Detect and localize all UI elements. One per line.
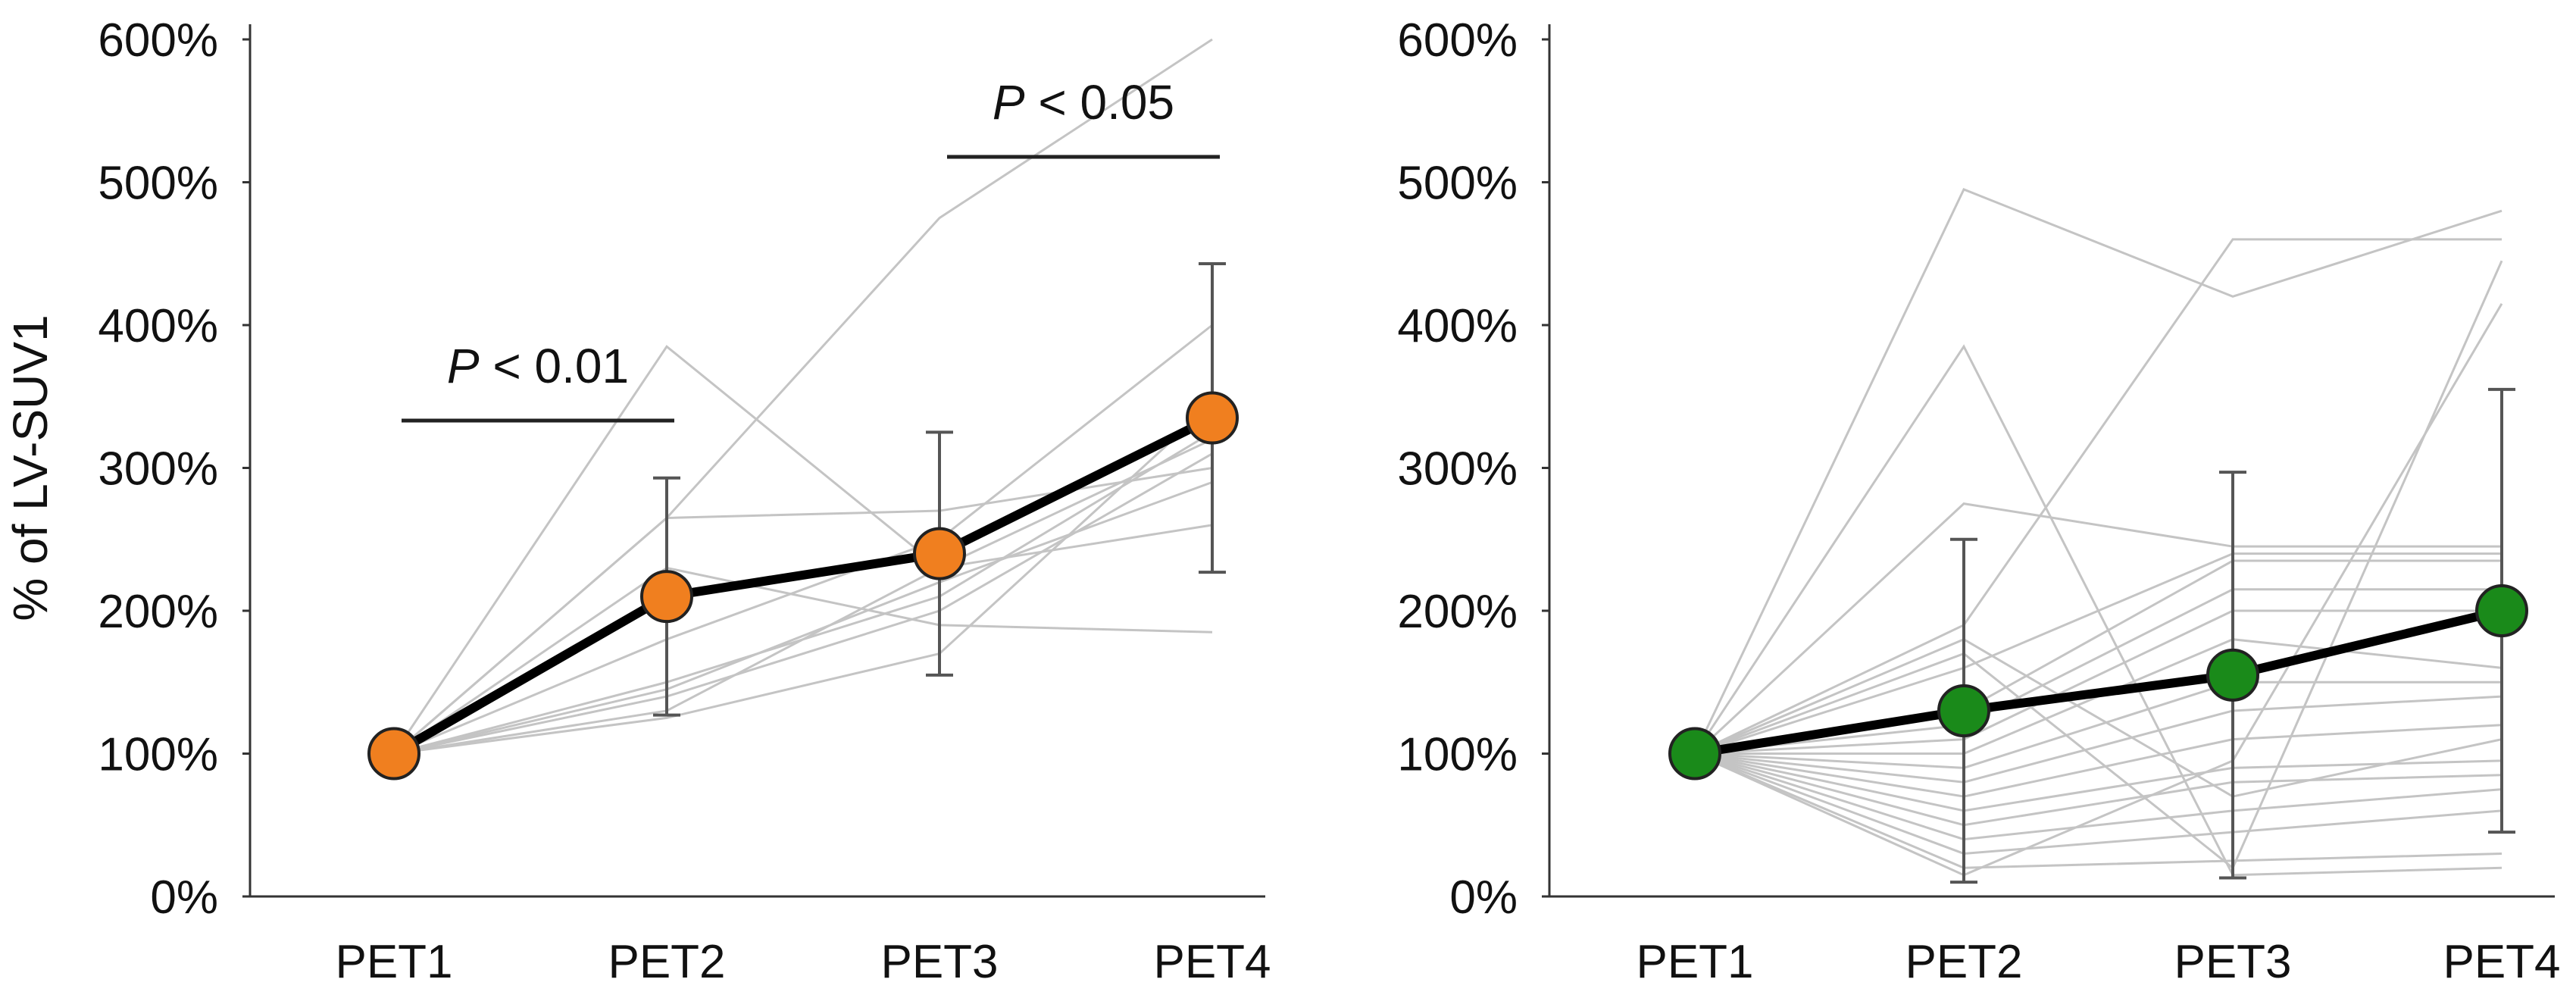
individual-line [1693,502,2502,755]
mean-point [2206,648,2259,702]
individual-line [1694,695,2503,784]
y-tick-label: 200% [1397,586,1518,638]
y-tick-label: 0% [1449,871,1518,924]
mean-line [1694,606,2503,759]
individual-line [1694,302,2503,877]
p-threshold: < 0.01 [480,339,630,393]
individual-line [1694,752,2503,855]
mean-point [1668,727,1721,781]
x-tick-label: PET4 [2443,936,2560,988]
y-tick-label: 400% [98,300,218,352]
individual-line [1694,609,2502,755]
y-tick-label: 0% [150,871,218,924]
x-tick-label: PET2 [1905,936,2022,988]
individual-line [1694,588,2502,755]
y-tick-label: 500% [98,158,218,210]
y-tick-label: 600% [98,14,218,67]
individual-line [393,467,1213,755]
individual-line [1694,752,2503,869]
x-tick-label: PET2 [608,936,725,988]
chart-panel-1: 0% 100% 200% 300% 400% 500% 600% PET1 PET2 PET3 PE… [3,14,1271,988]
x-tick-label: PET4 [1153,936,1271,988]
p-threshold: < 0.05 [1025,75,1175,130]
individual-line [1693,188,2503,755]
individual-line [393,324,1213,755]
individual-line [393,438,1213,755]
y-axis-label: % of LV-SUV1 [3,314,58,621]
individual-line [1694,724,2503,798]
mean-point [2475,584,2528,637]
p-symbol: P [447,339,480,393]
x-tick-label: PET1 [335,936,452,988]
p-value-label: P < 0.01 [447,339,629,393]
individual-line [1694,752,2503,827]
y-tick-label: 300% [1397,443,1518,496]
mean-point [913,527,966,580]
y-tick-label: 200% [98,586,218,638]
individual-line [393,402,1214,755]
y-tick-label: 600% [1397,14,1518,67]
individual-line [393,566,1213,755]
x-tick-label: PET1 [1636,936,1753,988]
individual-line [393,480,1213,755]
mean-point [1186,391,1239,445]
y-tick-label: 500% [1397,158,1518,210]
mean-point [1937,684,1990,737]
y-tick-label: 300% [98,443,218,496]
y-tick-label: 100% [1397,729,1518,781]
p-symbol: P [993,75,1025,130]
mean-point [367,727,420,781]
y-tick-label: 100% [98,729,218,781]
mean-point [640,570,693,624]
individual-line [1694,752,2503,841]
individual-line [393,452,1213,755]
individual-line [1694,260,2503,870]
p-value-label: P < 0.05 [993,75,1174,130]
individual-line [392,345,1213,755]
mean-line [392,414,1215,758]
individual-line [1694,638,2503,798]
individual-line [1694,680,2502,769]
y-tick-label: 400% [1397,300,1518,352]
individual-line [1694,552,2502,755]
individual-line [1694,238,2502,755]
x-tick-label: PET3 [880,936,998,988]
chart-panel-2: 0% 100% 200% 300% 400% 500% 600% PET1 PET2 PET3 PE… [1397,14,2560,988]
individual-line [1694,752,2503,812]
x-tick-label: PET3 [2174,936,2291,988]
